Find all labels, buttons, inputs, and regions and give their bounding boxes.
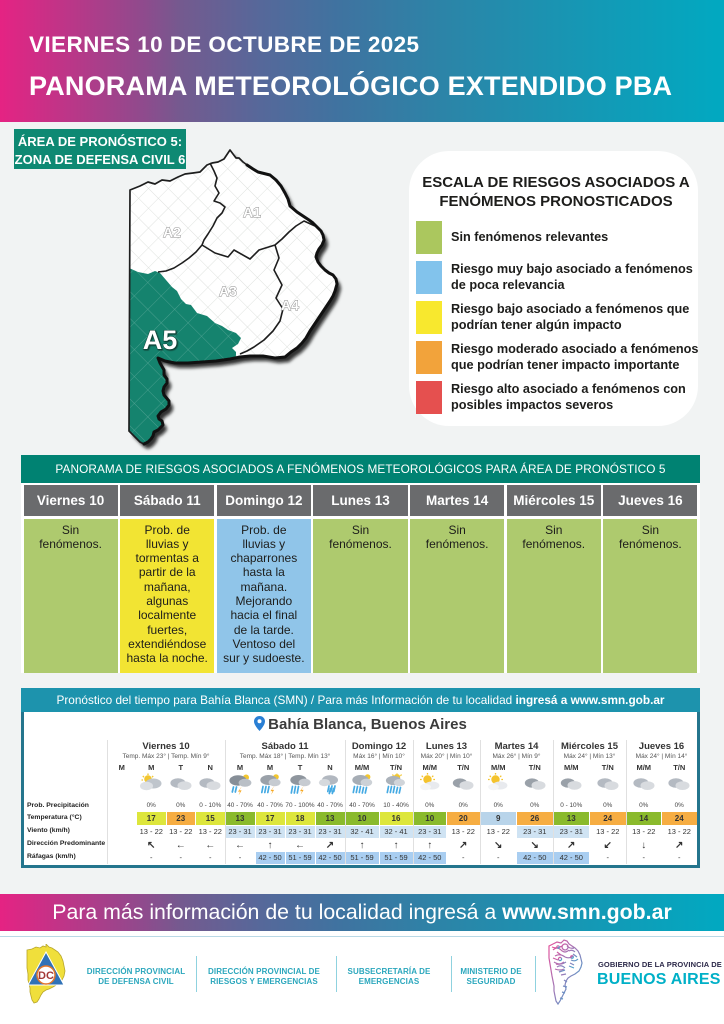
svg-text:A1: A1 xyxy=(243,204,261,220)
svg-text:A2: A2 xyxy=(163,224,181,240)
svg-text:A5: A5 xyxy=(143,325,178,355)
svg-text:A3: A3 xyxy=(219,283,237,299)
svg-text:A4: A4 xyxy=(281,297,299,313)
svg-text:DC: DC xyxy=(38,970,54,982)
